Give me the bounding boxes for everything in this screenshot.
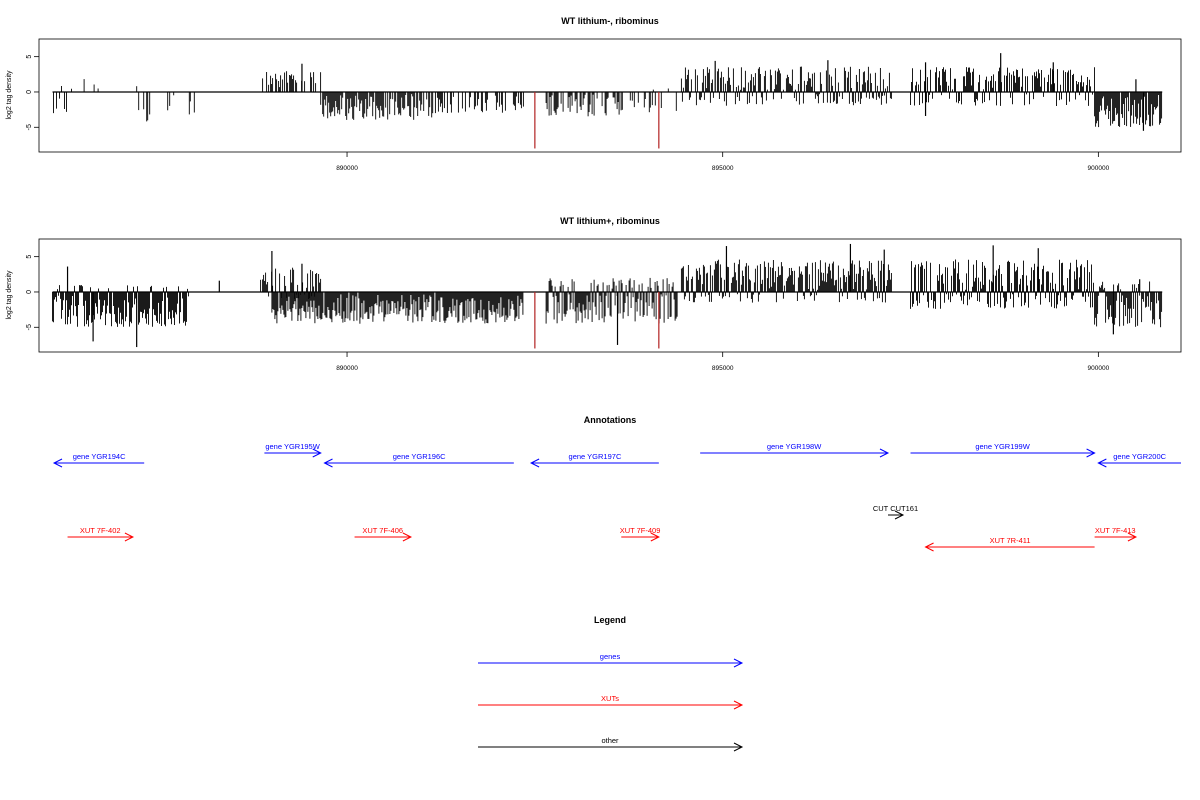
feature-label: other (601, 736, 619, 745)
annotation-features: gene YGR194C gene YGR195W gene YGR196C gene… (52, 442, 1181, 552)
gene-arrow: gene YGR194C (52, 452, 145, 468)
track-wt-lithium-minus: WT lithium-, ribominus log2 tag density … (6, 16, 1182, 172)
feature-label: XUT 7F-402 (80, 526, 121, 535)
gene-arrow: gene YGR195W (264, 442, 322, 458)
feature-label: gene YGR200C (1113, 452, 1166, 461)
x-tick-label: 900000 (1088, 165, 1110, 172)
legend-title: Legend (594, 615, 626, 625)
x-tick-label: 895000 (712, 165, 734, 172)
xut-arrow: XUT 7R-411 (924, 536, 1095, 552)
feature-label: CUT CUT161 (873, 504, 918, 513)
y-axis-label: log2 tag density (6, 270, 13, 320)
bar-series (534, 291, 660, 349)
gene-arrow: gene YGR200C (1097, 452, 1181, 468)
x-tick-label: 900000 (1088, 365, 1110, 372)
bars (52, 53, 1163, 149)
gene-arrow: gene YGR199W (910, 442, 1096, 458)
bar-series (534, 91, 660, 149)
feature-label: gene YGR195W (265, 442, 320, 451)
feature-label: XUT 7F-413 (1095, 526, 1136, 535)
feature-label: genes (600, 652, 621, 661)
feature-label: gene YGR197C (569, 452, 622, 461)
legend-items: genes XUTs other (478, 652, 744, 752)
y-axis-label: log2 tag density (6, 70, 13, 120)
bars (52, 243, 1163, 349)
feature-label: gene YGR196C (393, 452, 446, 461)
bar-series (53, 53, 1163, 131)
x-tick-label: 890000 (336, 365, 358, 372)
x-tick-label: 890000 (336, 165, 358, 172)
xut-arrow: XUT 7F-406 (354, 526, 413, 542)
legend-panel: Legend genes XUTs other (478, 615, 744, 752)
plot-frame (38, 38, 1182, 153)
feature-label: XUT 7F-406 (362, 526, 403, 535)
axes: -5 0 5 890000 895000 900000 (26, 255, 1110, 372)
feature-label: XUTs (601, 694, 619, 703)
axes: -5 0 5 890000 895000 900000 (26, 55, 1110, 172)
y-tick-label: 0 (26, 290, 33, 294)
y-tick-label: 5 (26, 255, 33, 259)
legend-item: genes (478, 652, 744, 668)
feature-label: XUT 7F-409 (620, 526, 661, 535)
feature-label: gene YGR199W (975, 442, 1030, 451)
gene-arrow: gene YGR196C (323, 452, 514, 468)
gene-arrow: gene YGR198W (700, 442, 890, 458)
bar-series (52, 243, 1163, 348)
x-tick-label: 895000 (712, 365, 734, 372)
y-tick-label: 5 (26, 55, 33, 59)
xut-arrow: XUT 7F-413 (1094, 526, 1138, 542)
annotations-title: Annotations (584, 415, 637, 425)
y-tick-label: -5 (26, 124, 33, 130)
track-title: WT lithium+, ribominus (560, 216, 660, 226)
feature-label: gene YGR198W (767, 442, 822, 451)
y-tick-label: 0 (26, 90, 33, 94)
track-title: WT lithium-, ribominus (561, 16, 659, 26)
gene-arrow: gene YGR197C (529, 452, 659, 468)
plot-frame (38, 238, 1182, 353)
other-arrow: CUT CUT161 (873, 504, 918, 520)
legend-item: other (478, 736, 744, 752)
xut-arrow: XUT 7F-409 (620, 526, 661, 542)
xut-arrow: XUT 7F-402 (67, 526, 135, 542)
track-wt-lithium-plus: WT lithium+, ribominus log2 tag density … (6, 216, 1182, 372)
y-tick-label: -5 (26, 324, 33, 330)
feature-label: gene YGR194C (73, 452, 126, 461)
feature-label: XUT 7R-411 (990, 536, 1031, 545)
legend-item: XUTs (478, 694, 744, 710)
